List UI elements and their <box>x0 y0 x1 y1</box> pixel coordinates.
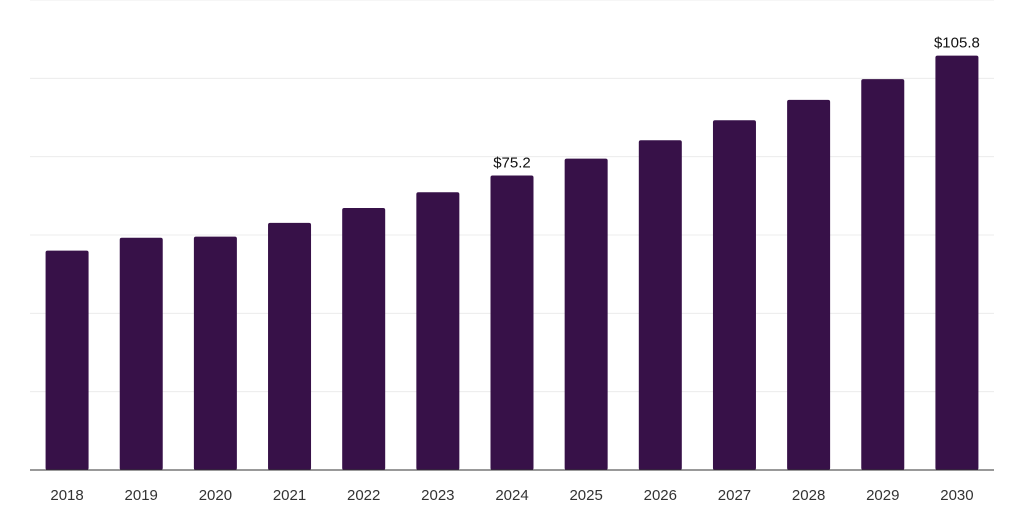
x-tick-label: 2027 <box>718 487 751 504</box>
bar-2030 <box>935 55 979 470</box>
x-tick-label: 2018 <box>50 487 83 504</box>
x-tick-label: 2026 <box>644 487 677 504</box>
bar-2025 <box>564 158 608 470</box>
x-tick-label: 2021 <box>273 487 306 504</box>
bar-2023 <box>416 192 460 470</box>
x-tick-label: 2022 <box>347 487 380 504</box>
x-tick-label: 2028 <box>792 487 825 504</box>
bar-2024 <box>490 175 534 470</box>
data-label: $75.2 <box>493 154 531 171</box>
data-labels: $75.2 $105.8 <box>493 35 980 172</box>
x-tick-label: 2029 <box>866 487 899 504</box>
bar-2018 <box>45 250 89 470</box>
x-axis: 2018 2019 2020 2021 2022 2023 2024 2025 2026 2027… <box>30 469 994 504</box>
bar-2028 <box>787 99 831 470</box>
bar-2022 <box>342 207 386 470</box>
bar-2029 <box>861 79 905 470</box>
x-tick-label: 2023 <box>421 487 454 504</box>
x-tick-label: 2020 <box>199 487 232 504</box>
x-tick-label: 2025 <box>569 487 602 504</box>
bar-2020 <box>193 236 237 470</box>
x-tick-label: 2024 <box>495 487 528 504</box>
bar-2019 <box>119 237 163 470</box>
x-tick-label: 2019 <box>125 487 158 504</box>
bar-2026 <box>638 140 682 470</box>
bars <box>45 55 979 470</box>
bar-2021 <box>268 222 312 470</box>
bar-2027 <box>712 120 756 470</box>
data-label: $105.8 <box>934 35 980 52</box>
x-tick-label: 2030 <box>940 487 973 504</box>
